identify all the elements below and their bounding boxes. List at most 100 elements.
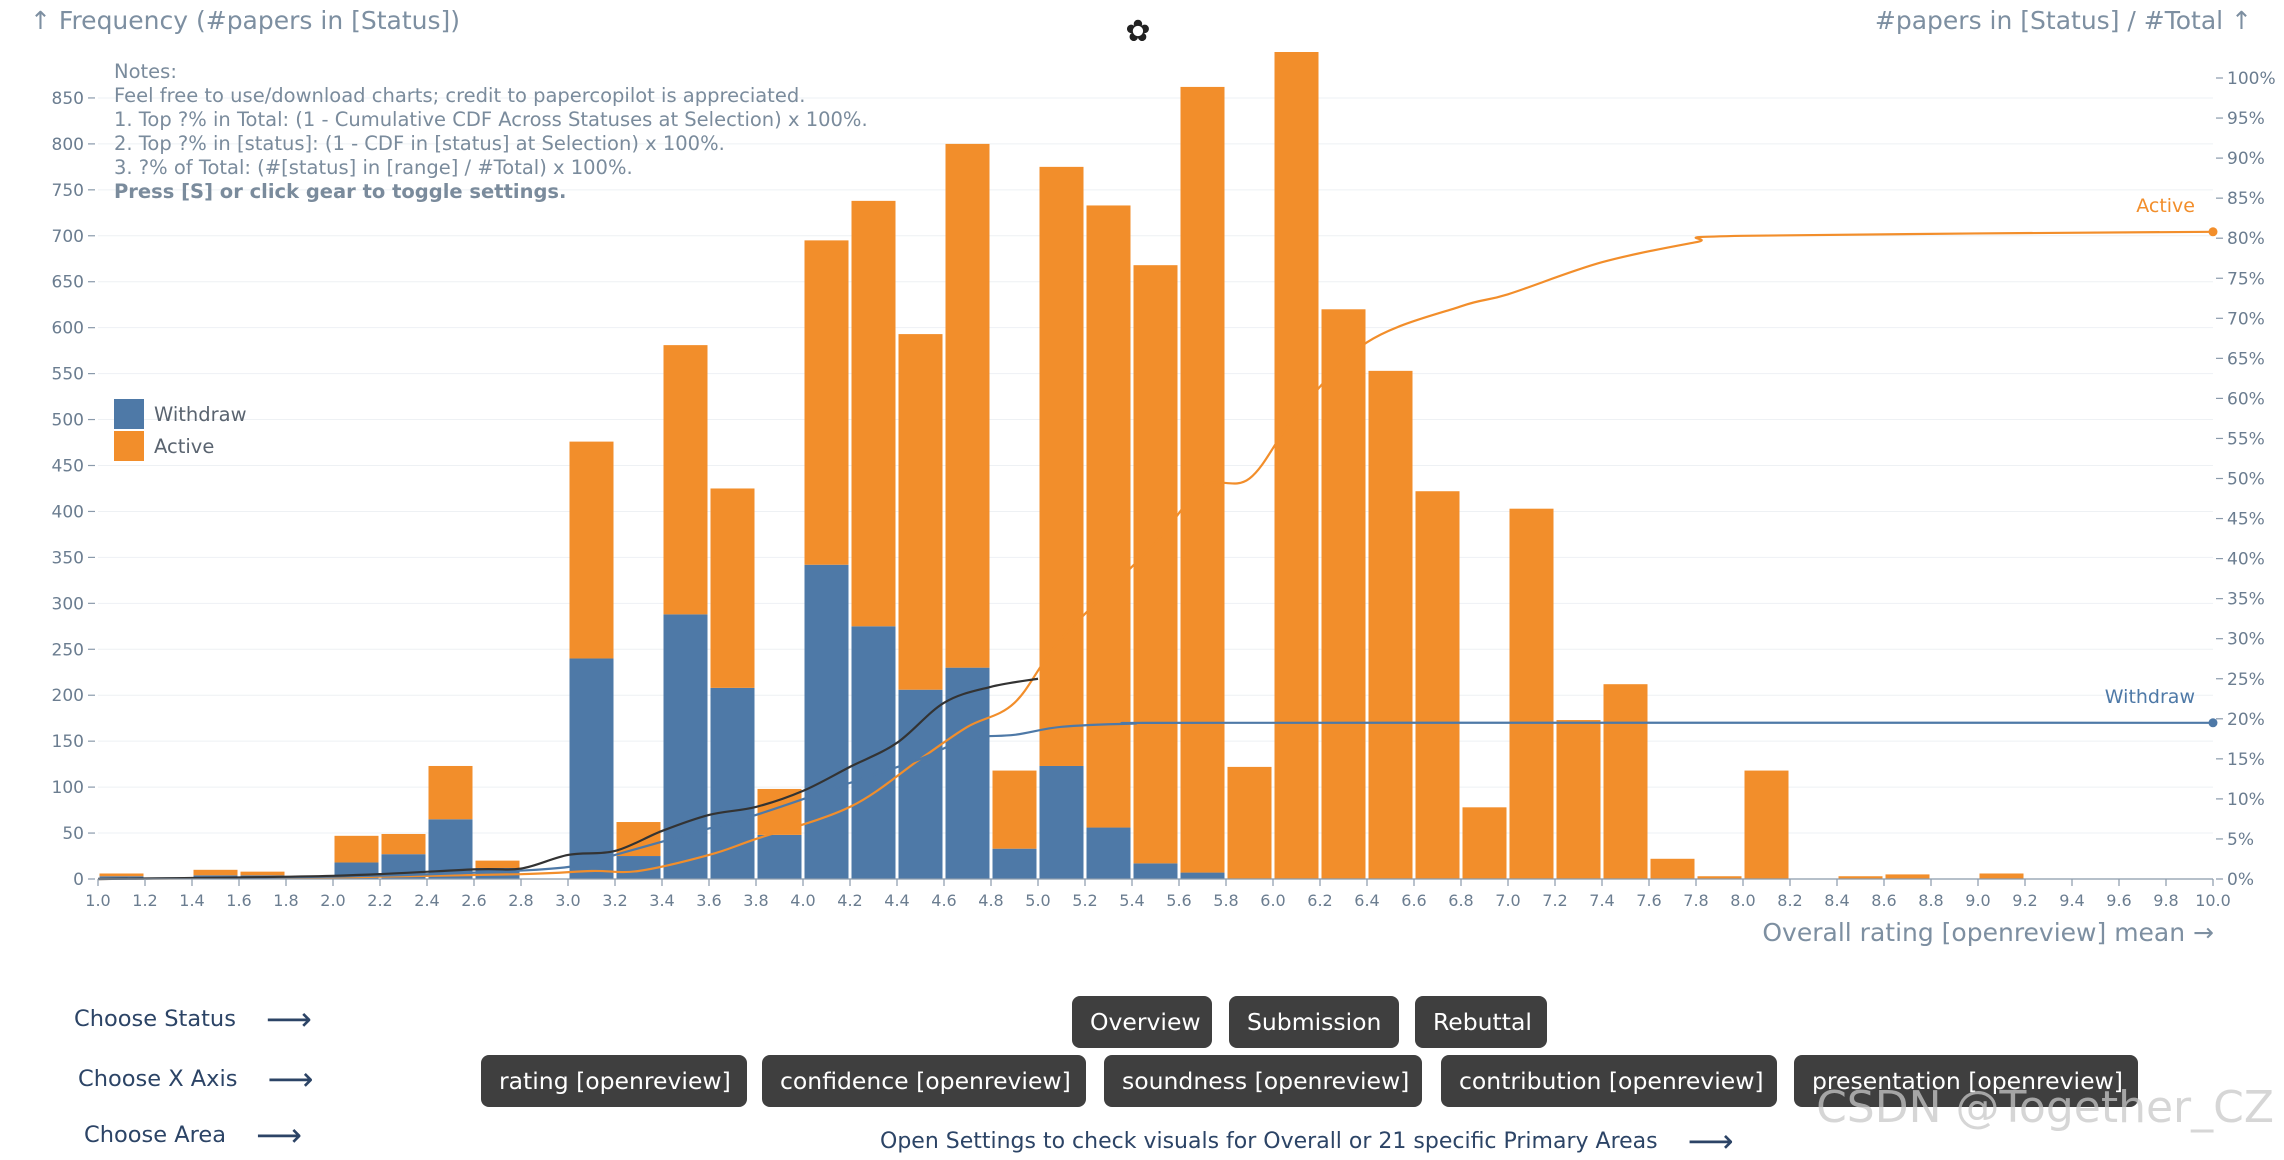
x-tick-label: 2.2 [367,891,392,910]
x-tick-label: 6.2 [1307,891,1332,910]
xaxis-button-presentation[interactable]: presentation [openreview] [1794,1055,2138,1107]
bar-active [1274,52,1319,879]
xaxis-button-confidence[interactable]: confidence [openreview] [762,1055,1086,1107]
cdf-endpoint-withdraw [2208,718,2218,728]
legend-label-active: Active [154,434,215,458]
bar-active [569,441,614,659]
bar-active [1979,873,2024,879]
y2-tick-label: 75% [2227,269,2265,289]
x-axis-title: Overall rating [openreview] mean → [1762,918,2214,947]
arrow-right-icon: ⟶ [265,1000,312,1038]
notes-line: 2. Top ?% in [status]: (1 - CDF in [stat… [114,132,725,155]
bar-active [475,860,520,868]
bar-active [1321,309,1366,879]
y-tick-label: 550 [52,365,84,385]
y-tick-label: 300 [52,594,84,614]
status-button-overview[interactable]: Overview [1072,996,1212,1048]
x-tick-label: 3.8 [743,891,768,910]
y2-tick-label: 85% [2227,189,2265,209]
bar-active [428,765,473,820]
bar-active [1697,876,1742,879]
cdf-label-active: Active [2136,195,2195,217]
bar-active [1462,807,1507,879]
bar-active [804,240,849,565]
bar-active [1227,766,1272,879]
y2-tick-label: 40% [2227,550,2265,570]
bar-withdraw [898,689,943,879]
x-tick-label: 9.4 [2059,891,2084,910]
y2-tick-label: 45% [2227,510,2265,530]
gear-icon[interactable]: ✿ [1125,14,1151,49]
bar-active [1180,86,1225,873]
x-tick-label: 9.6 [2106,891,2131,910]
y-tick-label: 800 [52,135,84,155]
x-tick-label: 7.0 [1495,891,1520,910]
x-tick-label: 7.2 [1542,891,1567,910]
y-tick-label: 150 [52,732,84,752]
arrow-right-icon: ⟶ [1687,1122,1734,1160]
x-tick-label: 7.4 [1589,891,1614,910]
xaxis-button-soundness[interactable]: soundness [openreview] [1104,1055,1422,1107]
x-tick-label: 4.8 [978,891,1003,910]
x-tick-label: 5.6 [1166,891,1191,910]
bar-withdraw [992,848,1037,879]
x-tick-label: 7.8 [1683,891,1708,910]
x-tick-label: 5.4 [1119,891,1144,910]
x-tick-label: 8.8 [1918,891,1943,910]
y2-tick-label: 50% [2227,470,2265,490]
y-tick-label: 0 [73,870,84,890]
notes-line: Feel free to use/download charts; credit… [114,84,806,107]
x-tick-label: 1.8 [273,891,298,910]
choose-xaxis-label: Choose X Axis ⟶ [78,1060,314,1098]
bar-active [1744,770,1789,879]
bar-active [240,871,285,876]
bar-active [616,822,661,857]
legend-item-active[interactable]: Active [114,430,247,462]
choose-area-label: Choose Area ⟶ [84,1119,302,1151]
watermark: CSDN @Together_CZ [1816,1082,2274,1133]
area-note: Open Settings to check visuals for Overa… [880,1122,1733,1160]
choose-area-text: Choose Area [84,1122,226,1148]
y-axis-title-right: #papers in [Status] / #Total ↑ [1874,6,2252,35]
x-tick-label: 6.8 [1448,891,1473,910]
y-tick-label: 750 [52,181,84,201]
y2-tick-label: 35% [2227,590,2265,610]
x-tick-label: 9.0 [1965,891,1990,910]
notes-panel: Notes: Feel free to use/download charts;… [114,60,868,204]
xaxis-button-contribution[interactable]: contribution [openreview] [1441,1055,1777,1107]
notes-title: Notes: [114,60,177,83]
y2-tick-label: 30% [2227,630,2265,650]
status-button-submission[interactable]: Submission [1229,996,1399,1048]
x-tick-label: 8.2 [1777,891,1802,910]
cdf-line-active [97,230,2214,881]
x-tick-label: 3.0 [555,891,580,910]
notes-line: 1. Top ?% in Total: (1 - Cumulative CDF … [114,108,868,131]
status-button-rebuttal[interactable]: Rebuttal [1415,996,1547,1048]
y2-tick-label: 55% [2227,429,2265,449]
bar-withdraw [1039,765,1084,879]
notes-line: 3. ?% of Total: (#[status] in [range] / … [114,156,633,179]
choose-status-text: Choose Status [74,1006,236,1032]
y-tick-label: 100 [52,778,84,798]
bar-withdraw [99,876,144,879]
bar-active [898,334,943,690]
bar-active [334,835,379,863]
bar-active [381,833,426,855]
y-tick-label: 400 [52,502,84,522]
y2-tick-label: 70% [2227,309,2265,329]
bar-active [1086,205,1131,828]
bar-withdraw [757,834,802,879]
y-tick-label: 250 [52,640,84,660]
arrow-right-icon: ⟶ [267,1060,314,1098]
legend-item-withdraw[interactable]: Withdraw [114,398,247,430]
x-tick-label: 8.6 [1871,891,1896,910]
cdf-endpoint-active [2208,227,2218,237]
y2-tick-label: 15% [2227,750,2265,770]
x-tick-label: 5.2 [1072,891,1097,910]
xaxis-button-rating[interactable]: rating [openreview] [481,1055,747,1107]
y2-tick-label: 5% [2227,830,2254,850]
bar-active [663,345,708,615]
x-tick-label: 4.2 [837,891,862,910]
bar-withdraw [804,564,849,879]
